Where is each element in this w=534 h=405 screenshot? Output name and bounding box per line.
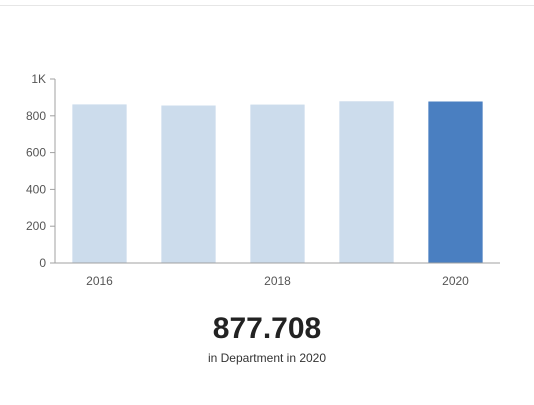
x-tick-label: 2020 (442, 274, 469, 288)
top-divider (0, 5, 534, 6)
y-tick-label: 200 (26, 219, 46, 233)
x-tick-label: 2016 (86, 274, 113, 288)
y-tick-label: 600 (26, 146, 46, 160)
bar-2017 (161, 105, 216, 263)
summary-caption: in Department in 2020 (207, 351, 327, 365)
y-tick-label: 1K (31, 72, 46, 86)
y-tick-label: 0 (39, 256, 46, 270)
y-tick-label: 800 (26, 109, 46, 123)
x-tick-label: 2018 (264, 274, 291, 288)
bar-chart: 0 200 400 600 800 1K 2016 2018 2020 (26, 72, 500, 288)
bar-2016 (72, 104, 127, 263)
bar-2019 (339, 101, 394, 263)
bar-2018 (250, 104, 305, 264)
summary-value: 877.708 (212, 312, 322, 345)
y-tick-label: 400 (26, 182, 46, 196)
bar-2020 (428, 101, 483, 263)
